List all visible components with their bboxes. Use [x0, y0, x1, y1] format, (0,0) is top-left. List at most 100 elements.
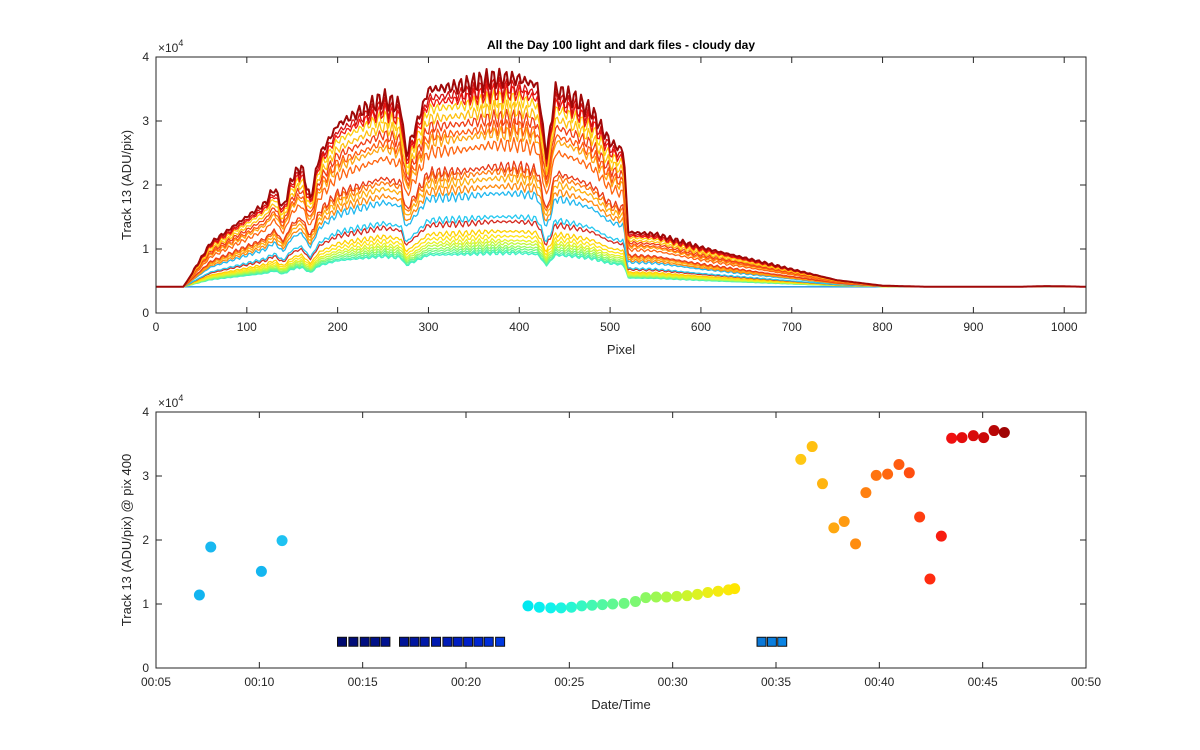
scatter-point-circle — [650, 591, 662, 603]
scatter-point-circle — [660, 591, 672, 603]
scatter-point-circle — [596, 599, 608, 611]
scatter-point-circle — [629, 595, 641, 607]
scatter-point-square — [419, 636, 430, 647]
scatter-point-square — [442, 636, 453, 647]
scatter-point-square — [409, 636, 420, 647]
top-plot: 0 100 200 300 400 500 600 700 800 900 1000 0 1 2 3 4 A… — [119, 38, 1087, 357]
scatter-point-circle — [193, 589, 205, 601]
scatter-point-circle — [924, 573, 936, 585]
scatter-point-circle — [681, 590, 693, 602]
scatter-point-square — [370, 636, 381, 647]
bottom-x-axis-label: Date/Time — [591, 697, 650, 712]
scatter-point-circle — [860, 487, 872, 499]
top-y-tick-label: 2 — [142, 178, 149, 192]
top-y-tick-label: 3 — [142, 114, 149, 128]
scatter-point-square — [766, 636, 777, 647]
scatter-point-circle — [806, 441, 818, 453]
series-line-l24 — [156, 67, 1087, 288]
bottom-x-tick-label: 00:40 — [864, 675, 894, 689]
bottom-x-tick-label: 00:20 — [451, 675, 481, 689]
top-y-axis-label: Track 13 (ADU/pix) — [119, 130, 134, 240]
scatter-point-circle — [978, 432, 990, 444]
scatter-point-circle — [640, 592, 652, 604]
scatter-point-circle — [691, 588, 703, 600]
bottom-plot-frame — [155, 411, 1087, 669]
bottom-x-tick-label: 00:05 — [141, 675, 171, 689]
scatter-point-circle — [988, 425, 1000, 437]
scatter-point-square — [359, 636, 370, 647]
bottom-plot: 00:05 00:10 00:15 00:20 00:25 00:30 00:35 00:40… — [119, 393, 1101, 712]
scatter-point-square — [348, 636, 359, 647]
bottom-x-tick-label: 00:35 — [761, 675, 791, 689]
scatter-point-circle — [576, 600, 588, 612]
top-x-tick-label: 200 — [328, 320, 348, 334]
top-x-tick-label: 1000 — [1051, 320, 1078, 334]
scatter-point-square — [777, 636, 788, 647]
bottom-x-tick-label: 00:15 — [348, 675, 378, 689]
bottom-y-axis-label: Track 13 (ADU/pix) @ pix 400 — [119, 454, 134, 626]
scatter-point-square — [431, 636, 442, 647]
scatter-point-circle — [555, 602, 567, 614]
scatter-point-circle — [870, 469, 882, 481]
scatter-point-square — [452, 636, 463, 647]
scatter-point-square — [473, 636, 484, 647]
bottom-y-tick-label: 2 — [142, 533, 149, 547]
scatter-point-circle — [935, 530, 947, 542]
top-x-tick-label: 0 — [153, 320, 160, 334]
scatter-point-circle — [882, 468, 894, 480]
scatter-point-square — [399, 636, 409, 647]
top-x-tick-label: 900 — [963, 320, 983, 334]
scatter-point-circle — [205, 541, 217, 553]
scatter-point-circle — [946, 432, 958, 444]
scatter-point-circle — [533, 601, 545, 613]
bottom-y-tick-label: 3 — [142, 469, 149, 483]
bottom-x-tick-label: 00:50 — [1071, 675, 1101, 689]
top-x-axis-label: Pixel — [607, 342, 635, 357]
scatter-point-circle — [817, 478, 828, 490]
top-x-tick-label: 500 — [600, 320, 620, 334]
bottom-x-tick-label: 00:30 — [658, 675, 688, 689]
scatter-point-circle — [712, 585, 724, 597]
scatter-point-circle — [795, 453, 807, 465]
top-x-tick-label: 300 — [418, 320, 438, 334]
bottom-y-tick-label: 1 — [142, 597, 149, 611]
bottom-y-tick-label: 0 — [142, 661, 149, 675]
bottom-x-tick-label: 00:10 — [244, 675, 274, 689]
scatter-point-circle — [850, 538, 862, 550]
scatter-point-circle — [607, 598, 619, 610]
top-series-group — [156, 67, 1087, 288]
scatter-point-circle — [729, 583, 741, 595]
top-plot-frame — [155, 56, 1087, 314]
scatter-point-circle — [838, 515, 850, 527]
top-x-tick-label: 700 — [782, 320, 802, 334]
top-x-ticks: 0 100 200 300 400 500 600 700 800 900 1000 — [153, 57, 1078, 334]
scatter-point-circle — [956, 432, 968, 444]
top-x-tick-label: 800 — [873, 320, 893, 334]
scatter-point-square — [495, 636, 506, 647]
top-y-tick-label: 0 — [142, 306, 149, 320]
top-plot-title: All the Day 100 light and dark files - c… — [487, 38, 755, 52]
scatter-point-square — [380, 636, 391, 647]
scatter-point-square — [756, 636, 767, 647]
scatter-point-circle — [828, 522, 840, 534]
scatter-point-circle — [586, 599, 598, 611]
top-y-tick-label: 4 — [142, 50, 149, 64]
bottom-points-group — [193, 425, 1010, 647]
scatter-point-circle — [903, 467, 915, 479]
scatter-point-circle — [545, 602, 557, 614]
bottom-x-tick-label: 00:25 — [554, 675, 584, 689]
scatter-point-circle — [255, 565, 267, 577]
scatter-point-circle — [618, 597, 630, 609]
scatter-point-square — [337, 636, 347, 647]
scatter-point-circle — [914, 511, 926, 523]
bottom-y-exponent: ×104 — [158, 393, 183, 410]
bottom-x-tick-label: 00:45 — [968, 675, 998, 689]
scatter-point-circle — [276, 535, 288, 547]
scatter-point-circle — [671, 590, 683, 602]
top-x-tick-label: 400 — [509, 320, 529, 334]
top-x-tick-label: 600 — [691, 320, 711, 334]
scatter-point-circle — [522, 600, 534, 612]
top-y-tick-label: 1 — [142, 242, 149, 256]
bottom-plot-area — [156, 412, 1086, 668]
